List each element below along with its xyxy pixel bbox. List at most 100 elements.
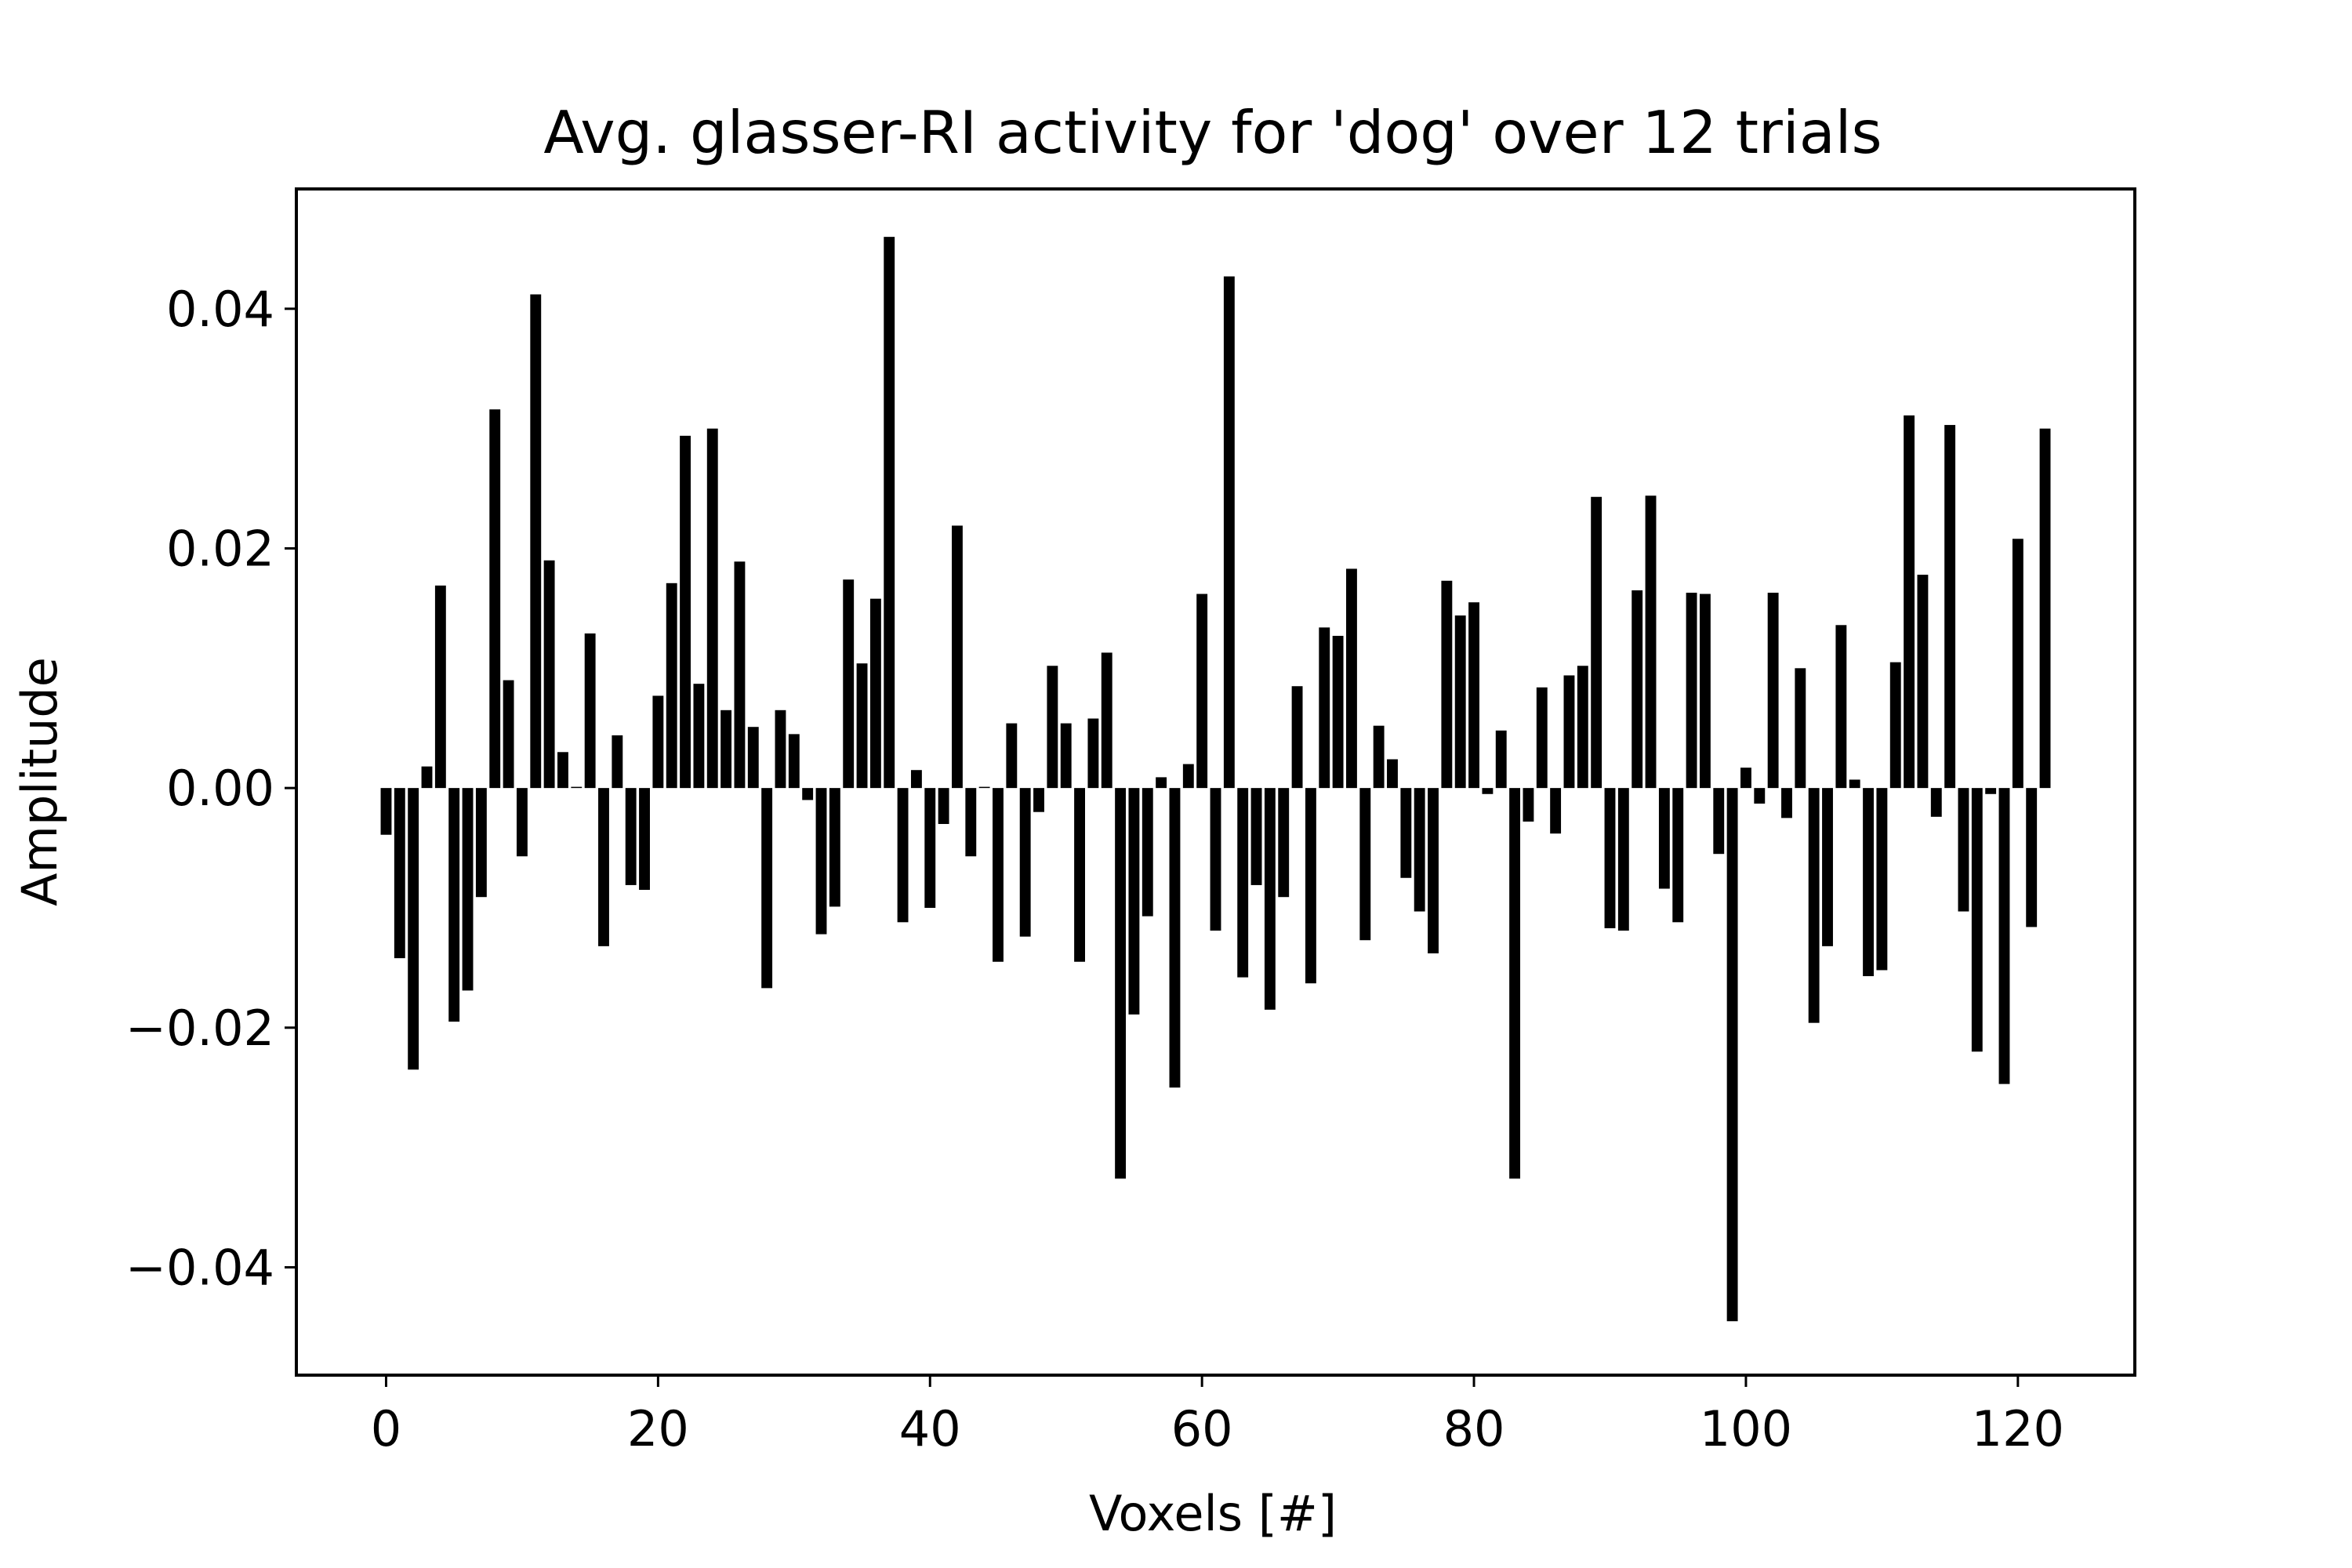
bar-98 [1713,788,1725,855]
bar-105 [1808,788,1820,1023]
bar-46 [1006,723,1018,789]
bar-21 [666,583,677,789]
bar-89 [1591,496,1602,789]
bar-24 [706,428,718,789]
bar-80 [1468,602,1479,789]
y-tick-label: 0.04 [166,281,274,338]
bar-25 [720,710,732,789]
bar-119 [1998,788,2010,1084]
bar-120 [2012,539,2024,789]
bar-58 [1169,788,1181,1088]
bar-10 [516,788,528,857]
bar-117 [1971,788,1983,1052]
bar-57 [1156,777,1167,789]
bar-100 [1740,768,1751,789]
bar-112 [1904,415,1915,789]
y-axis-label: Amplitude [11,657,68,906]
bar-31 [802,788,814,800]
bar-62 [1223,276,1235,789]
bar-84 [1523,788,1534,822]
bar-30 [788,734,800,789]
bar-4 [434,585,446,789]
bar-78 [1441,580,1453,789]
bar-26 [734,561,746,789]
bar-92 [1632,590,1643,789]
bar-101 [1754,788,1766,804]
bar-38 [897,788,909,923]
bar-5 [448,788,460,1022]
bar-86 [1550,788,1562,834]
bar-70 [1332,636,1344,789]
bar-15 [584,633,596,789]
bar-12 [543,560,555,789]
x-tick-label: 80 [1443,1400,1505,1457]
bar-8 [489,409,501,789]
bar-68 [1305,788,1316,984]
bar-40 [924,788,936,908]
bar-107 [1835,625,1847,789]
bar-91 [1617,788,1629,931]
bar-94 [1658,788,1670,889]
bar-111 [1889,662,1901,789]
bar-37 [884,237,895,789]
bar-35 [856,663,868,789]
bar-48 [1033,788,1044,812]
bar-18 [625,788,637,885]
bar-72 [1359,788,1371,941]
bar-33 [829,788,840,907]
bar-77 [1428,788,1439,954]
bar-61 [1210,788,1221,931]
x-tick-label: 0 [371,1400,401,1457]
bar-23 [693,684,705,789]
bar-115 [1944,425,1956,789]
bar-28 [761,788,773,989]
bar-7 [475,788,487,898]
bar-60 [1196,593,1208,789]
chart-title: Avg. glasser-RI activity for 'dog' over … [543,98,1882,167]
bar-67 [1291,686,1303,789]
bar-104 [1795,668,1806,789]
bar-54 [1115,788,1127,1179]
bar-87 [1563,675,1575,789]
bar-55 [1128,788,1140,1014]
bar-36 [869,598,881,789]
bar-76 [1414,788,1425,912]
bar-56 [1142,788,1153,916]
bar-32 [815,788,827,935]
bar-1 [394,788,405,959]
y-tick-label: −0.02 [125,1000,274,1057]
x-tick-label: 20 [627,1400,689,1457]
bar-6 [462,788,474,991]
bar-66 [1278,788,1290,898]
bar-114 [1930,788,1942,817]
bar-11 [530,294,542,789]
bar-59 [1182,764,1194,789]
x-tick-label: 120 [1972,1400,2064,1457]
bar-102 [1767,593,1779,789]
bar-34 [843,579,855,789]
bar-93 [1645,495,1657,789]
bar-50 [1060,723,1072,789]
bar-109 [1863,788,1874,977]
bar-20 [652,695,664,789]
bar-9 [503,680,514,789]
x-tick-label: 60 [1171,1400,1233,1457]
bar-29 [775,710,786,789]
bar-90 [1604,788,1616,928]
bar-121 [2026,788,2038,927]
bar-88 [1577,666,1588,789]
bar-65 [1264,788,1276,1010]
bar-74 [1387,759,1398,789]
bar-118 [1985,788,1997,794]
y-axis-ticks: −0.04 −0.02 0.00 0.02 0.04 [125,281,296,1296]
bar-43 [965,788,977,857]
bar-113 [1917,575,1929,789]
x-axis-label: Voxels [#] [1089,1485,1337,1542]
bar-49 [1047,666,1058,789]
bar-106 [1822,788,1833,946]
bar-51 [1074,788,1085,962]
bar-53 [1101,652,1112,789]
bar-83 [1509,788,1521,1179]
